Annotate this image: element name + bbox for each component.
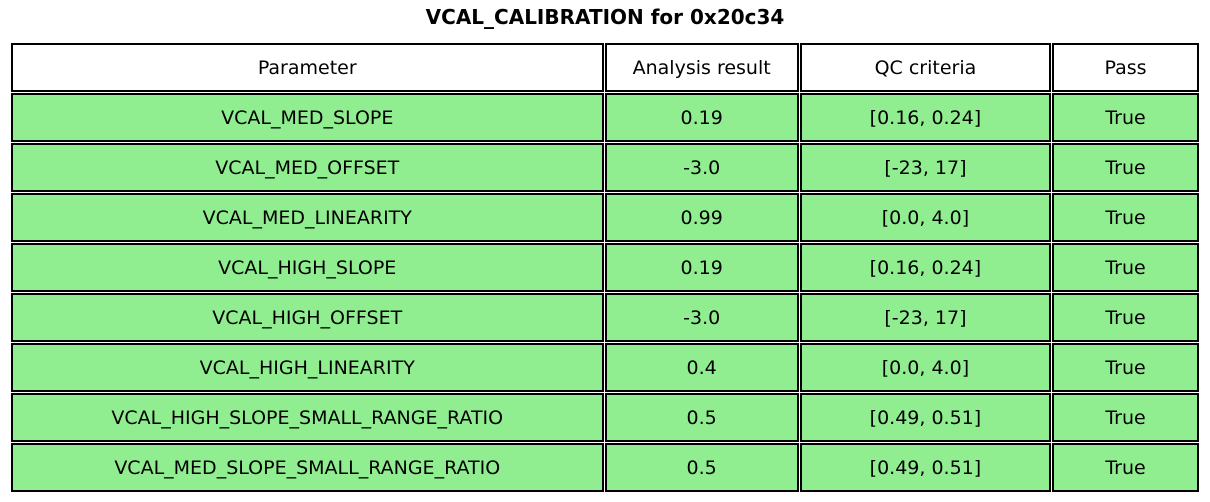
table-row: VCAL_MED_OFFSET -3.0 [-23, 17] True: [11, 143, 1199, 192]
qc-criteria-cell: [0.49, 0.51]: [799, 393, 1052, 442]
pass-cell: True: [1052, 343, 1199, 392]
table-row: VCAL_HIGH_OFFSET -3.0 [-23, 17] True: [11, 293, 1199, 342]
table-body: VCAL_MED_SLOPE 0.19 [0.16, 0.24] True VCAL_M…: [11, 93, 1199, 492]
analysis-result-cell: -3.0: [604, 143, 799, 192]
analysis-result-cell: 0.19: [604, 243, 799, 292]
column-header-qc-criteria: QC criteria: [799, 43, 1052, 92]
analysis-result-cell: -3.0: [604, 293, 799, 342]
column-header-analysis-result: Analysis result: [604, 43, 799, 92]
parameter-cell: VCAL_HIGH_SLOPE_SMALL_RANGE_RATIO: [11, 393, 604, 442]
analysis-result-cell: 0.5: [604, 443, 799, 492]
parameter-cell: VCAL_MED_SLOPE_SMALL_RANGE_RATIO: [11, 443, 604, 492]
analysis-result-cell: 0.5: [604, 393, 799, 442]
qc-results-table: Parameter Analysis result QC criteria Pa…: [10, 42, 1200, 493]
qc-criteria-cell: [0.16, 0.24]: [799, 243, 1052, 292]
qc-criteria-cell: [-23, 17]: [799, 143, 1052, 192]
parameter-cell: VCAL_HIGH_OFFSET: [11, 293, 604, 342]
pass-cell: True: [1052, 143, 1199, 192]
column-header-parameter: Parameter: [11, 43, 604, 92]
table-row: VCAL_MED_SLOPE 0.19 [0.16, 0.24] True: [11, 93, 1199, 142]
pass-cell: True: [1052, 193, 1199, 242]
pass-cell: True: [1052, 393, 1199, 442]
pass-cell: True: [1052, 93, 1199, 142]
pass-cell: True: [1052, 243, 1199, 292]
table-row: VCAL_MED_LINEARITY 0.99 [0.0, 4.0] True: [11, 193, 1199, 242]
table-row: VCAL_MED_SLOPE_SMALL_RANGE_RATIO 0.5 [0.49…: [11, 443, 1199, 492]
qc-criteria-cell: [0.16, 0.24]: [799, 93, 1052, 142]
analysis-result-cell: 0.4: [604, 343, 799, 392]
table-row: VCAL_HIGH_LINEARITY 0.4 [0.0, 4.0] True: [11, 343, 1199, 392]
pass-cell: True: [1052, 293, 1199, 342]
table-row: VCAL_HIGH_SLOPE 0.19 [0.16, 0.24] True: [11, 243, 1199, 292]
parameter-cell: VCAL_MED_SLOPE: [11, 93, 604, 142]
qc-criteria-cell: [0.0, 4.0]: [799, 343, 1052, 392]
analysis-result-cell: 0.99: [604, 193, 799, 242]
qc-criteria-cell: [0.0, 4.0]: [799, 193, 1052, 242]
parameter-cell: VCAL_HIGH_LINEARITY: [11, 343, 604, 392]
parameter-cell: VCAL_MED_LINEARITY: [11, 193, 604, 242]
header-row: Parameter Analysis result QC criteria Pa…: [11, 43, 1199, 92]
qc-criteria-cell: [0.49, 0.51]: [799, 443, 1052, 492]
pass-cell: True: [1052, 443, 1199, 492]
parameter-cell: VCAL_HIGH_SLOPE: [11, 243, 604, 292]
analysis-result-cell: 0.19: [604, 93, 799, 142]
column-header-pass: Pass: [1052, 43, 1199, 92]
figure-title: VCAL_CALIBRATION for 0x20c34: [425, 5, 785, 29]
parameter-cell: VCAL_MED_OFFSET: [11, 143, 604, 192]
table-row: VCAL_HIGH_SLOPE_SMALL_RANGE_RATIO 0.5 [0.4…: [11, 393, 1199, 442]
qc-criteria-cell: [-23, 17]: [799, 293, 1052, 342]
